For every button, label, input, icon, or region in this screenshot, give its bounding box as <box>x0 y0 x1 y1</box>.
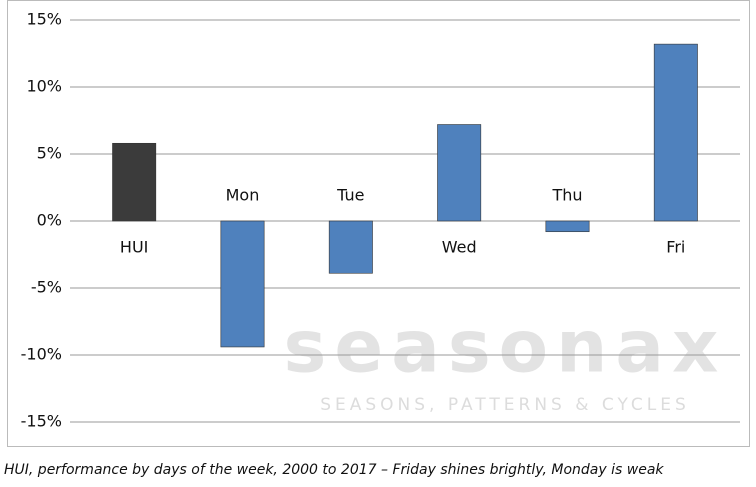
y-tick-label: 15% <box>26 10 62 29</box>
y-tick-label: -5% <box>31 278 62 297</box>
bar <box>545 220 590 233</box>
watermark-tagline: SEASONS, PATTERNS & CYCLES <box>320 395 690 415</box>
watermark-logo: seasonax <box>284 305 727 389</box>
y-tick-label: 10% <box>26 77 62 96</box>
x-tick-label: Tue <box>336 186 364 205</box>
y-tick-label: -15% <box>21 412 62 431</box>
x-tick-label: Wed <box>442 238 477 257</box>
bar <box>328 220 373 274</box>
y-tick-label: 5% <box>37 144 62 163</box>
bar <box>437 124 482 222</box>
x-tick-label: Thu <box>551 186 582 205</box>
x-tick-label: HUI <box>120 238 148 257</box>
bar <box>220 220 265 348</box>
x-tick-label: Fri <box>666 238 685 257</box>
caption: HUI, performance by days of the week, 20… <box>4 462 664 478</box>
y-tick-label: -10% <box>21 345 62 364</box>
bar <box>112 142 157 222</box>
x-tick-label: Mon <box>226 186 260 205</box>
chart-frame <box>7 0 750 447</box>
bar <box>653 43 698 222</box>
y-tick-label: 0% <box>37 211 62 230</box>
